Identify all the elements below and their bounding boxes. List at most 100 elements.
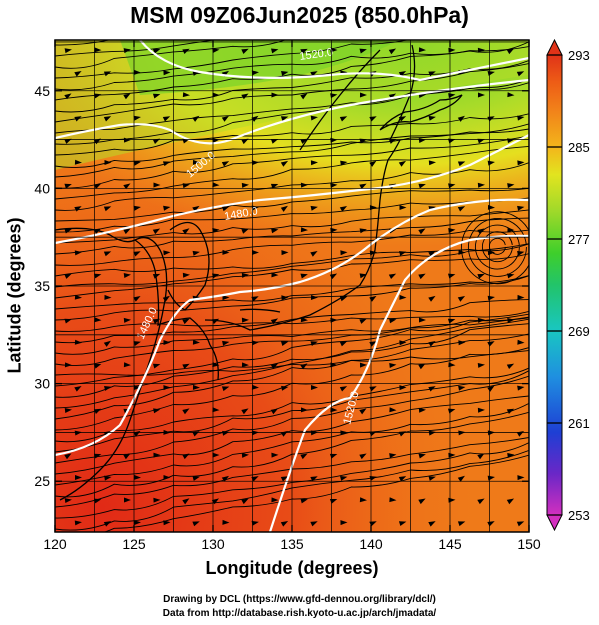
streamline-arrow (428, 521, 436, 527)
streamline-arrow (182, 408, 190, 415)
streamline-arrow (182, 318, 190, 325)
streamline-arrow (280, 205, 288, 212)
streamline-arrow (506, 408, 515, 414)
streamline-arrow (458, 249, 466, 255)
streamline-arrow (222, 340, 230, 346)
streamline-arrow (241, 498, 249, 505)
x-tick-label: 145 (438, 536, 462, 552)
streamline-vortex (467, 217, 527, 277)
streamline-arrow (457, 115, 465, 122)
streamline-arrow (389, 453, 397, 459)
streamline-arrow (418, 363, 426, 370)
streamline-arrow (133, 295, 141, 302)
streamline-arrow (133, 160, 141, 166)
streamline-arrow (310, 476, 318, 482)
streamline-arrow (458, 430, 466, 436)
streamline-arrow (251, 340, 259, 346)
streamline-arrow (123, 497, 131, 503)
streamline-arrow (280, 116, 289, 122)
x-tick-label: 135 (280, 536, 304, 552)
streamline-arrow (517, 294, 525, 300)
streamline (55, 40, 112, 46)
streamline-arrow (428, 295, 436, 302)
streamline-arrow (428, 341, 436, 347)
streamline-arrow (398, 521, 407, 527)
streamline-arrow (389, 362, 397, 368)
streamline (55, 40, 217, 57)
streamline-arrow (153, 452, 161, 458)
streamline-arrow (428, 386, 436, 392)
streamline-arrow (212, 362, 220, 368)
streamline-arrow (64, 183, 72, 189)
streamline-arrow (399, 205, 407, 211)
streamline-arrow (330, 362, 338, 368)
streamline-arrow (507, 317, 515, 323)
streamline-arrow (153, 408, 161, 414)
streamline-arrow (103, 521, 112, 527)
streamline-arrow (517, 385, 525, 391)
streamline-arrow (64, 138, 72, 144)
streamline-arrow (182, 228, 190, 235)
streamline-arrow (359, 318, 367, 324)
y-axis-label: Latitude (degrees) (4, 217, 25, 374)
streamline-arrow (251, 296, 259, 302)
streamline-arrow (271, 228, 279, 234)
streamline-arrow (477, 317, 485, 323)
streamline-arrow (221, 161, 230, 167)
streamline-arrow (399, 340, 407, 346)
streamline-arrow (507, 453, 515, 458)
streamline-arrow (399, 294, 407, 300)
x-tick-label: 150 (517, 536, 541, 552)
colorbar-tick-label: 261 (568, 416, 590, 431)
streamline-arrow (339, 116, 348, 122)
streamline-arrow (103, 116, 112, 122)
streamline-arrow (506, 498, 515, 505)
streamline-arrow (339, 386, 348, 392)
streamline-arrow (103, 251, 112, 257)
streamline-arrow (330, 317, 338, 323)
streamline-arrow (212, 182, 220, 188)
streamline-arrow (123, 228, 131, 235)
credit-data: Data from http://database.rish.kyoto-u.a… (162, 608, 437, 619)
streamline-arrow (477, 453, 485, 460)
streamline-arrow (222, 249, 230, 255)
streamline-arrow (192, 339, 200, 345)
streamline-arrow (123, 362, 131, 368)
streamline-arrow (458, 340, 466, 346)
streamline-arrow (517, 115, 525, 121)
streamline-arrow (477, 407, 485, 413)
x-tick-label: 120 (43, 536, 67, 552)
x-tick-label: 130 (201, 536, 225, 552)
streamline-arrow (241, 228, 249, 234)
streamline-arrow (300, 407, 308, 413)
streamline-arrow (517, 475, 525, 481)
streamline-arrow (162, 161, 171, 167)
streamline-arrow (94, 317, 102, 323)
streamline-arrow (270, 138, 279, 144)
streamline-arrow (212, 407, 220, 413)
y-tick-label: 45 (34, 83, 50, 99)
streamline-arrow (310, 71, 318, 77)
streamline-arrow (506, 363, 515, 370)
streamline-arrow (192, 250, 200, 256)
streamline-arrow (507, 92, 515, 98)
streamline-arrow (300, 93, 308, 100)
streamline-arrow (330, 407, 338, 413)
streamline-arrow (339, 341, 348, 347)
streamline-arrow (133, 251, 141, 257)
colorbar-tick-label: 269 (568, 324, 590, 339)
streamline-arrow (389, 497, 397, 503)
streamline-arrow (280, 521, 289, 527)
streamline-arrow (507, 227, 515, 233)
streamline-arrow (310, 341, 318, 347)
streamline-arrow (192, 521, 200, 527)
streamline-arrow (123, 93, 131, 100)
streamline-arrow (477, 273, 485, 279)
streamline-arrow (192, 476, 200, 481)
streamline-arrow (399, 251, 407, 256)
streamline-arrow (457, 161, 466, 167)
streamline-arrow (281, 70, 289, 76)
streamline-arrow (153, 182, 161, 188)
streamline-arrow (300, 48, 308, 54)
colorbar-tick-label: 277 (568, 232, 590, 247)
